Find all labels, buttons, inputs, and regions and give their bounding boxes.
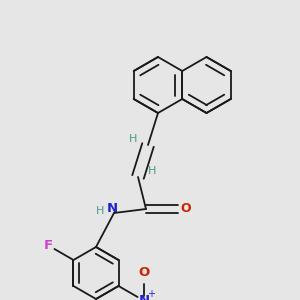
- Text: H: H: [129, 134, 137, 144]
- Text: O: O: [139, 266, 150, 280]
- Text: H: H: [96, 206, 104, 216]
- Text: +: +: [148, 289, 155, 299]
- Text: F: F: [44, 239, 53, 252]
- Text: H: H: [148, 166, 156, 176]
- Text: O: O: [181, 202, 191, 215]
- Text: N: N: [139, 295, 150, 300]
- Text: N: N: [106, 202, 118, 215]
